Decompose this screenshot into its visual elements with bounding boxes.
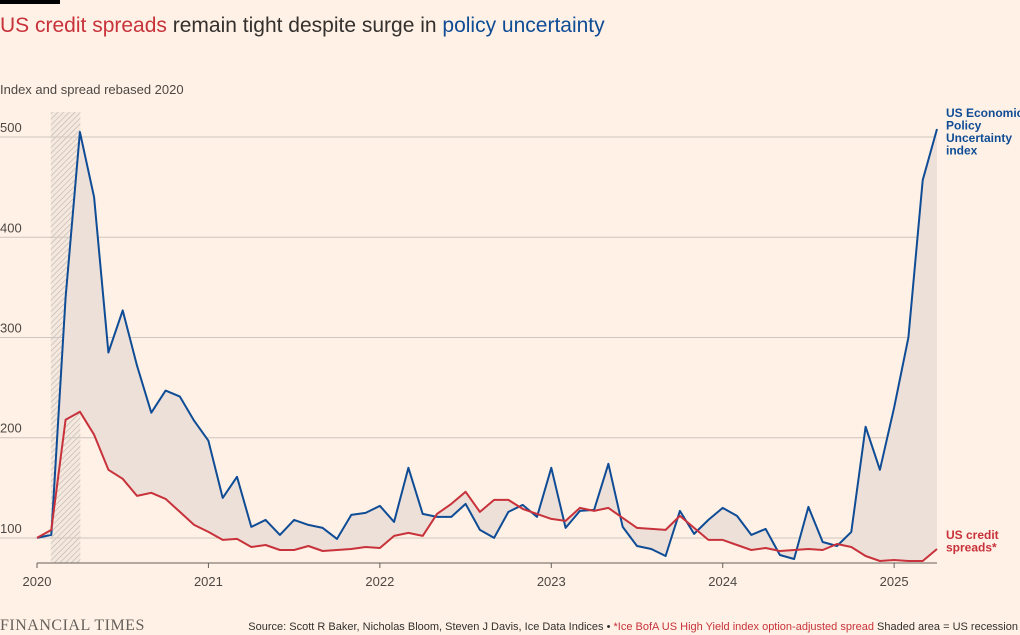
spread-series-label: US credit	[946, 528, 999, 542]
x-tick-label: 2020	[23, 574, 52, 589]
title-highlight-uncertainty: policy uncertainty	[442, 14, 605, 37]
epu-series-label: US Economic	[946, 106, 1020, 120]
x-tick-label: 2024	[708, 574, 737, 589]
y-tick-label: 100	[0, 521, 22, 536]
brand-bar	[0, 0, 60, 4]
x-tick-label: 2025	[880, 574, 909, 589]
y-tick-label: 300	[0, 321, 22, 336]
y-tick-label: 500	[0, 120, 22, 135]
x-tick-label: 2021	[194, 574, 223, 589]
title-middle: remain tight despite surge in	[166, 14, 443, 37]
chart-title: US credit spreads remain tight despite s…	[0, 14, 605, 38]
epu-index-line	[36, 128, 938, 560]
spread-series-label: spreads*	[946, 540, 997, 554]
epu-series-label: Uncertainty	[946, 131, 1012, 145]
source-footnote: *Ice BofA US High Yield index option-adj…	[613, 621, 874, 633]
gap-fill-area	[37, 129, 937, 561]
y-tick-label: 400	[0, 220, 22, 235]
source-main: Source: Scott R Baker, Nicholas Bloom, S…	[248, 621, 614, 633]
chart-subtitle: Index and spread rebased 2020	[0, 82, 184, 97]
source-shade-note: Shaded area = US recession	[873, 621, 1018, 633]
ft-logo: FINANCIAL TIMES	[0, 617, 145, 634]
credit-spread-line	[36, 410, 938, 562]
epu-series-label: index	[946, 144, 978, 158]
source-note: Source: Scott R Baker, Nicholas Bloom, S…	[248, 621, 1018, 633]
title-highlight-spreads: US credit spreads	[0, 14, 167, 37]
x-tick-label: 2022	[365, 574, 394, 589]
epu-series-label: Policy	[946, 119, 982, 133]
y-tick-label: 200	[0, 421, 22, 436]
x-tick-label: 2023	[537, 574, 566, 589]
